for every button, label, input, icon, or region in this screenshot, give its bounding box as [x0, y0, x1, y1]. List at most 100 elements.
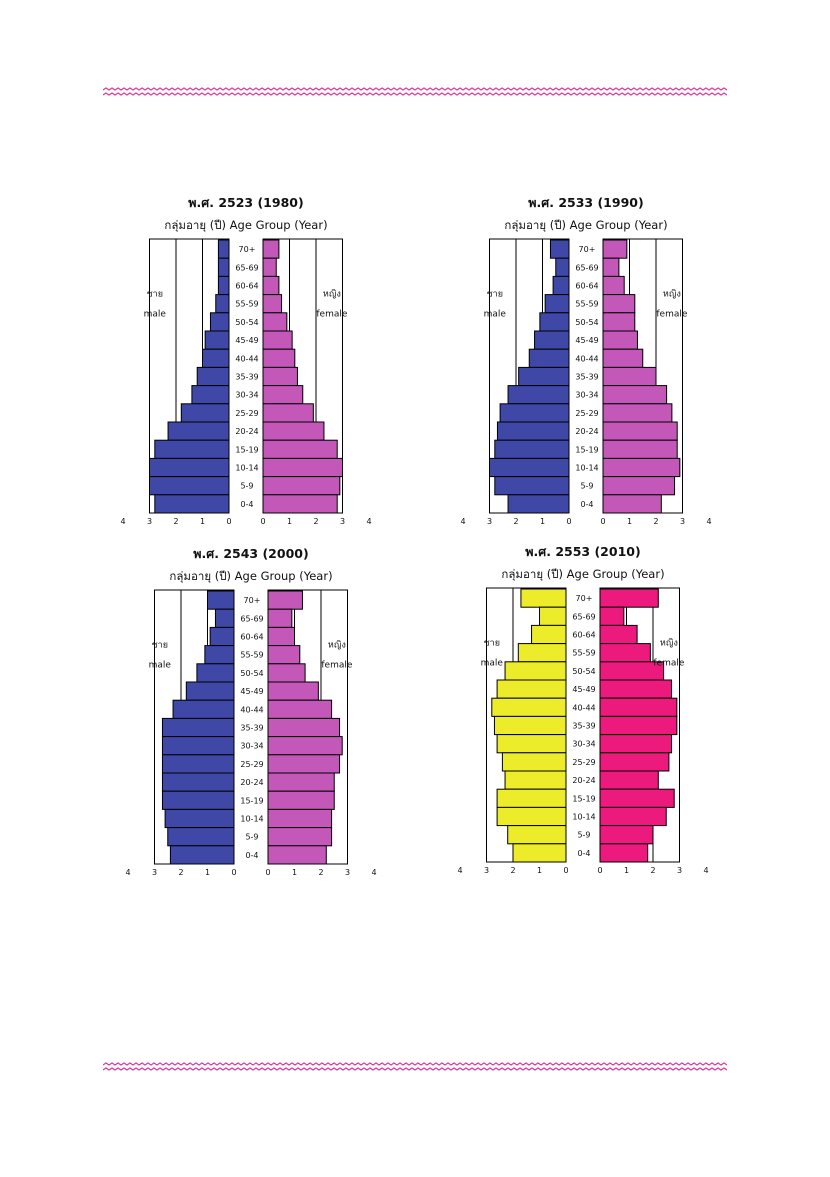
male-bar — [494, 476, 570, 496]
chart-subtitle: กลุ่มอายุ (ปี) Age Group (Year) — [504, 218, 667, 232]
age-group-label: 10-14 — [235, 464, 258, 473]
male-bar — [549, 239, 570, 259]
male-bar — [496, 734, 567, 754]
male-bar — [180, 403, 230, 423]
female-tick-label: 4 — [366, 517, 371, 526]
age-group-label: 5-9 — [245, 833, 258, 842]
age-group-label: 65-69 — [235, 263, 258, 272]
male-bar — [528, 348, 570, 368]
age-group-label: 50-54 — [572, 667, 595, 676]
female-bar — [262, 385, 304, 405]
male-bar — [501, 752, 567, 772]
age-group-label: 25-29 — [572, 758, 595, 767]
male-bar — [185, 681, 235, 701]
male-bar — [161, 736, 235, 756]
male-label-en: male — [481, 658, 504, 668]
male-bar — [544, 294, 570, 314]
female-bar — [599, 643, 651, 663]
female-bar — [599, 752, 670, 772]
female-bar — [602, 421, 678, 441]
male-bar — [209, 626, 235, 647]
male-label-th: ชาย — [147, 289, 163, 299]
female-tick-label: 4 — [706, 517, 711, 526]
male-bar — [539, 312, 570, 332]
age-group-label: 5-9 — [580, 482, 593, 491]
female-tick-label: 1 — [624, 866, 629, 875]
age-group-label: 0-4 — [245, 851, 258, 860]
top-wave-divider — [103, 87, 727, 96]
female-bar — [599, 806, 667, 827]
female-bar — [602, 476, 676, 496]
age-group-label: 15-19 — [240, 796, 263, 805]
female-bar — [262, 457, 343, 478]
male-bar — [161, 717, 235, 738]
female-bar — [262, 366, 298, 387]
female-bar — [602, 275, 625, 296]
female-label-th: หญิง — [660, 637, 678, 648]
female-bar — [599, 715, 678, 736]
age-group-label: 55-59 — [575, 300, 598, 309]
age-group-label: 30-34 — [575, 391, 598, 400]
female-bar — [599, 788, 675, 808]
female-bar — [262, 294, 283, 314]
female-bar — [262, 403, 314, 423]
male-label-en: male — [144, 309, 167, 319]
female-tick-label: 3 — [680, 517, 685, 526]
age-group-label: 40-44 — [240, 705, 263, 714]
female-bar — [262, 312, 288, 332]
female-tick-label: 0 — [597, 866, 602, 875]
male-bar — [520, 588, 567, 608]
age-group-label: 35-39 — [572, 722, 595, 731]
age-group-label: 15-19 — [575, 445, 598, 454]
female-bar — [267, 699, 333, 719]
female-tick-label: 3 — [345, 868, 350, 877]
female-bar — [267, 754, 341, 774]
age-group-label: 55-59 — [240, 651, 263, 660]
age-group-label: 60-64 — [572, 631, 595, 640]
male-tick-label: 2 — [513, 517, 518, 526]
male-bar — [167, 827, 235, 847]
male-bar — [555, 257, 570, 277]
female-bar — [599, 843, 649, 863]
male-bar — [489, 457, 570, 478]
male-tick-label: 1 — [200, 517, 205, 526]
male-tick-label: 1 — [537, 866, 542, 875]
male-bar — [217, 275, 230, 296]
age-group-label: 55-59 — [572, 649, 595, 658]
age-group-label: 10-14 — [575, 464, 598, 473]
female-bar — [267, 808, 333, 829]
age-group-label: 25-29 — [240, 760, 263, 769]
male-bar — [496, 806, 567, 827]
pyramid-svg: พ.ศ. 2523 (1980) กลุ่มอายุ (ปี) Age Group… — [120, 195, 371, 526]
female-bar — [262, 239, 280, 259]
age-group-label: 35-39 — [575, 373, 598, 382]
age-group-label: 40-44 — [575, 354, 598, 363]
male-bar — [191, 385, 230, 405]
pyramid-1980: พ.ศ. 2523 (1980) กลุ่มอายุ (ปี) Age Group… — [110, 192, 380, 526]
female-bar — [599, 679, 673, 699]
male-tick-label: 1 — [205, 868, 210, 877]
female-tick-label: 0 — [265, 868, 270, 877]
male-tick-label: 0 — [226, 517, 231, 526]
male-bar — [217, 239, 230, 259]
male-bar — [149, 457, 230, 478]
male-bar — [496, 421, 570, 441]
male-bar — [507, 385, 570, 405]
male-bar — [494, 439, 570, 459]
age-group-label: 60-64 — [240, 633, 263, 642]
age-group-label: 20-24 — [240, 778, 263, 787]
age-group-label: 15-19 — [572, 794, 595, 803]
female-bar — [262, 421, 325, 441]
male-tick-label: 3 — [147, 517, 152, 526]
female-bar — [602, 494, 662, 514]
age-group-label: 0-4 — [240, 500, 253, 509]
male-bar — [215, 294, 230, 314]
male-tick-label: 2 — [173, 517, 178, 526]
male-bar — [202, 348, 230, 368]
female-bar — [599, 697, 678, 717]
male-tick-label: 4 — [120, 517, 125, 526]
age-group-label: 70+ — [239, 245, 256, 254]
age-group-label: 0-4 — [577, 849, 590, 858]
pyramid-svg: พ.ศ. 2553 (2010) กลุ่มอายุ (ปี) Age Group… — [457, 544, 708, 875]
age-group-label: 55-59 — [235, 300, 258, 309]
